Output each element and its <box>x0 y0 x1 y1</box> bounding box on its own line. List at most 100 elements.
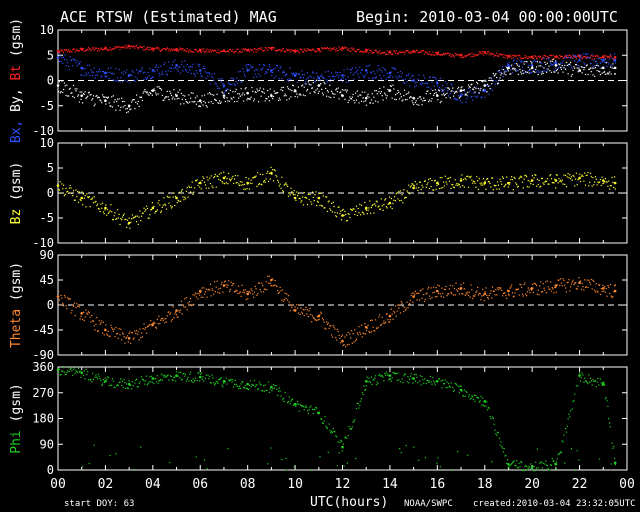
data-point <box>84 67 86 70</box>
data-point <box>171 206 173 208</box>
data-point <box>483 183 485 185</box>
data-point <box>604 384 606 386</box>
data-point <box>537 289 539 291</box>
data-point <box>343 47 345 49</box>
data-point <box>391 377 393 379</box>
data-point <box>378 91 380 93</box>
data-point <box>263 92 265 94</box>
data-point <box>470 175 472 177</box>
data-point <box>271 285 273 287</box>
data-point <box>214 384 216 386</box>
data-point <box>267 49 269 51</box>
data-point <box>298 304 300 306</box>
data-point <box>453 92 456 94</box>
data-point <box>379 87 381 90</box>
data-point <box>292 304 294 306</box>
data-point <box>362 51 364 53</box>
data-point <box>476 396 478 398</box>
data-point <box>466 98 468 100</box>
data-point <box>480 395 482 397</box>
data-point <box>335 337 337 339</box>
data-point <box>318 90 320 92</box>
data-point <box>306 48 309 50</box>
data-point <box>221 181 223 183</box>
data-point <box>296 401 299 403</box>
data-point <box>433 382 436 384</box>
data-point <box>348 80 350 83</box>
data-point <box>601 59 605 62</box>
data-point <box>462 178 465 181</box>
data-point <box>120 378 122 380</box>
data-point <box>545 180 547 182</box>
data-point <box>341 450 343 452</box>
data-point <box>295 91 297 93</box>
data-point <box>104 96 106 98</box>
data-point <box>323 81 325 83</box>
data-point <box>335 88 338 90</box>
data-point <box>318 318 320 321</box>
data-point <box>165 204 167 206</box>
data-point <box>429 53 431 55</box>
data-point <box>507 466 509 468</box>
data-point <box>482 89 485 91</box>
data-point <box>574 67 576 69</box>
data-point <box>559 452 561 454</box>
data-point <box>481 295 483 297</box>
data-point <box>284 183 286 185</box>
y-tick-label: 0 <box>47 186 54 200</box>
data-point <box>249 292 251 294</box>
data-point <box>331 336 334 338</box>
data-point <box>500 180 502 183</box>
data-point <box>573 54 575 57</box>
data-point <box>478 51 480 53</box>
data-point <box>176 98 178 100</box>
data-point <box>572 54 574 56</box>
data-point <box>303 192 305 194</box>
data-point <box>287 401 289 404</box>
data-point <box>109 47 111 49</box>
data-point <box>374 205 377 207</box>
data-point <box>382 67 384 69</box>
data-point <box>228 100 231 102</box>
data-point <box>413 51 416 53</box>
data-point <box>522 187 524 189</box>
data-point <box>167 96 169 98</box>
data-point <box>599 178 602 181</box>
data-point <box>609 55 612 57</box>
data-point <box>545 464 548 466</box>
data-point <box>215 83 217 85</box>
data-point <box>242 68 244 70</box>
data-point <box>184 60 186 62</box>
data-point <box>592 279 594 281</box>
data-point <box>381 375 383 377</box>
data-point <box>335 435 337 437</box>
data-point <box>337 441 339 443</box>
data-point <box>348 47 350 49</box>
data-point <box>75 189 77 191</box>
data-point <box>314 50 316 52</box>
data-point <box>344 74 346 77</box>
data-point <box>310 405 312 407</box>
data-point <box>305 80 307 82</box>
data-point <box>172 379 174 382</box>
data-point <box>570 448 573 450</box>
data-point <box>208 288 210 290</box>
data-point <box>387 374 389 377</box>
data-point <box>543 470 545 472</box>
data-point <box>487 178 489 180</box>
data-point <box>501 66 504 68</box>
data-point <box>516 55 518 57</box>
data-point <box>423 293 425 296</box>
data-point <box>94 103 96 105</box>
data-point <box>213 79 215 81</box>
data-point <box>572 400 574 403</box>
data-point <box>575 64 577 66</box>
data-point <box>261 68 263 70</box>
data-point <box>205 288 207 290</box>
data-point <box>321 312 323 314</box>
data-point <box>58 90 60 93</box>
data-point <box>530 62 533 64</box>
data-point <box>293 73 295 75</box>
data-point <box>365 104 368 106</box>
data-point <box>527 467 529 469</box>
